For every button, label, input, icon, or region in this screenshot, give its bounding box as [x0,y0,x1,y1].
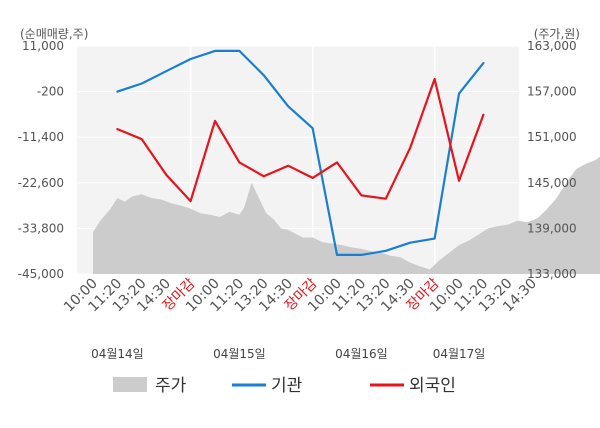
left-tick-label: -22,600 [18,176,64,190]
series-line-foreign [116,77,485,203]
date-labels: 04월14일 04월15일 04월16일 04월17일 [91,347,485,361]
right-tick-label: 145,000 [527,176,577,190]
legend-swatch-price [113,377,147,392]
right-tick-label: 163,000 [527,39,577,53]
date-label: 04월16일 [335,347,388,361]
series-price-area [93,156,600,274]
right-axis-unit: (주가,원) [534,27,580,41]
legend-label-institution: 기관 [271,376,302,396]
series-line-institution [116,49,485,256]
left-tick-label: -45,000 [18,267,64,281]
right-tick-label: 151,000 [527,130,577,144]
legend-label-price: 주가 [155,376,187,396]
left-tick-label: 11,000 [22,39,64,53]
left-tick-label: -11,400 [18,130,64,144]
left-tick-label: -33,800 [18,221,64,235]
right-axis: 163,000 157,000 151,000 145,000 139,000 133,0… [527,39,577,281]
left-tick-label: -200 [37,85,64,99]
date-label: 04월15일 [213,347,266,361]
legend: 주가 기관 외국인 [113,376,456,396]
right-tick-label: 133,000 [527,267,577,281]
date-label: 04월14일 [91,347,144,361]
price-area-layer [93,156,600,274]
left-axis-unit: (순매매량,주) [20,27,88,41]
series-lines-layer [116,49,485,256]
left-axis: 11,000 -200 -11,400 -22,600 -33,800 -45,000 [18,39,64,281]
legend-label-foreign: 외국인 [409,376,456,396]
right-tick-label: 139,000 [527,221,577,235]
date-label: 04월17일 [433,347,486,361]
right-tick-label: 157,000 [527,85,577,99]
